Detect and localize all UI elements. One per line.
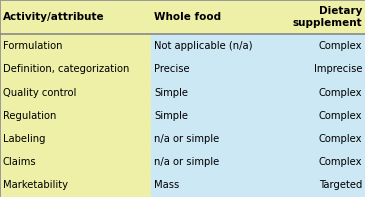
Bar [0,174,151,197]
Text: Precise: Precise [154,64,190,74]
Bar [151,104,365,127]
Text: Dietary
supplement: Dietary supplement [292,7,362,28]
Text: Not applicable (n/a): Not applicable (n/a) [154,41,253,51]
Text: Labeling: Labeling [3,134,45,144]
Text: Claims: Claims [3,157,36,167]
Bar [0,0,365,34]
Text: Activity/attribute: Activity/attribute [3,12,104,22]
Text: Regulation: Regulation [3,111,56,121]
Bar [151,34,365,58]
Bar [151,127,365,151]
Text: n/a or simple: n/a or simple [154,157,220,167]
Text: Quality control: Quality control [3,87,76,98]
Text: Simple: Simple [154,87,188,98]
Bar [0,81,151,104]
Text: Imprecise: Imprecise [314,64,362,74]
Bar [151,174,365,197]
Bar [0,104,151,127]
Bar [151,58,365,81]
Text: Simple: Simple [154,111,188,121]
Text: Targeted: Targeted [319,180,362,190]
Bar [151,81,365,104]
Text: Complex: Complex [319,134,362,144]
Text: Complex: Complex [319,87,362,98]
Bar [0,58,151,81]
Text: Mass: Mass [154,180,180,190]
Text: Complex: Complex [319,157,362,167]
Text: Definition, categorization: Definition, categorization [3,64,129,74]
Text: n/a or simple: n/a or simple [154,134,220,144]
Text: Formulation: Formulation [3,41,62,51]
Text: Marketability: Marketability [3,180,68,190]
Text: Complex: Complex [319,41,362,51]
Bar [0,34,151,58]
Text: Whole food: Whole food [154,12,222,22]
Bar [0,127,151,151]
Text: Complex: Complex [319,111,362,121]
Bar [151,151,365,174]
Bar [0,151,151,174]
